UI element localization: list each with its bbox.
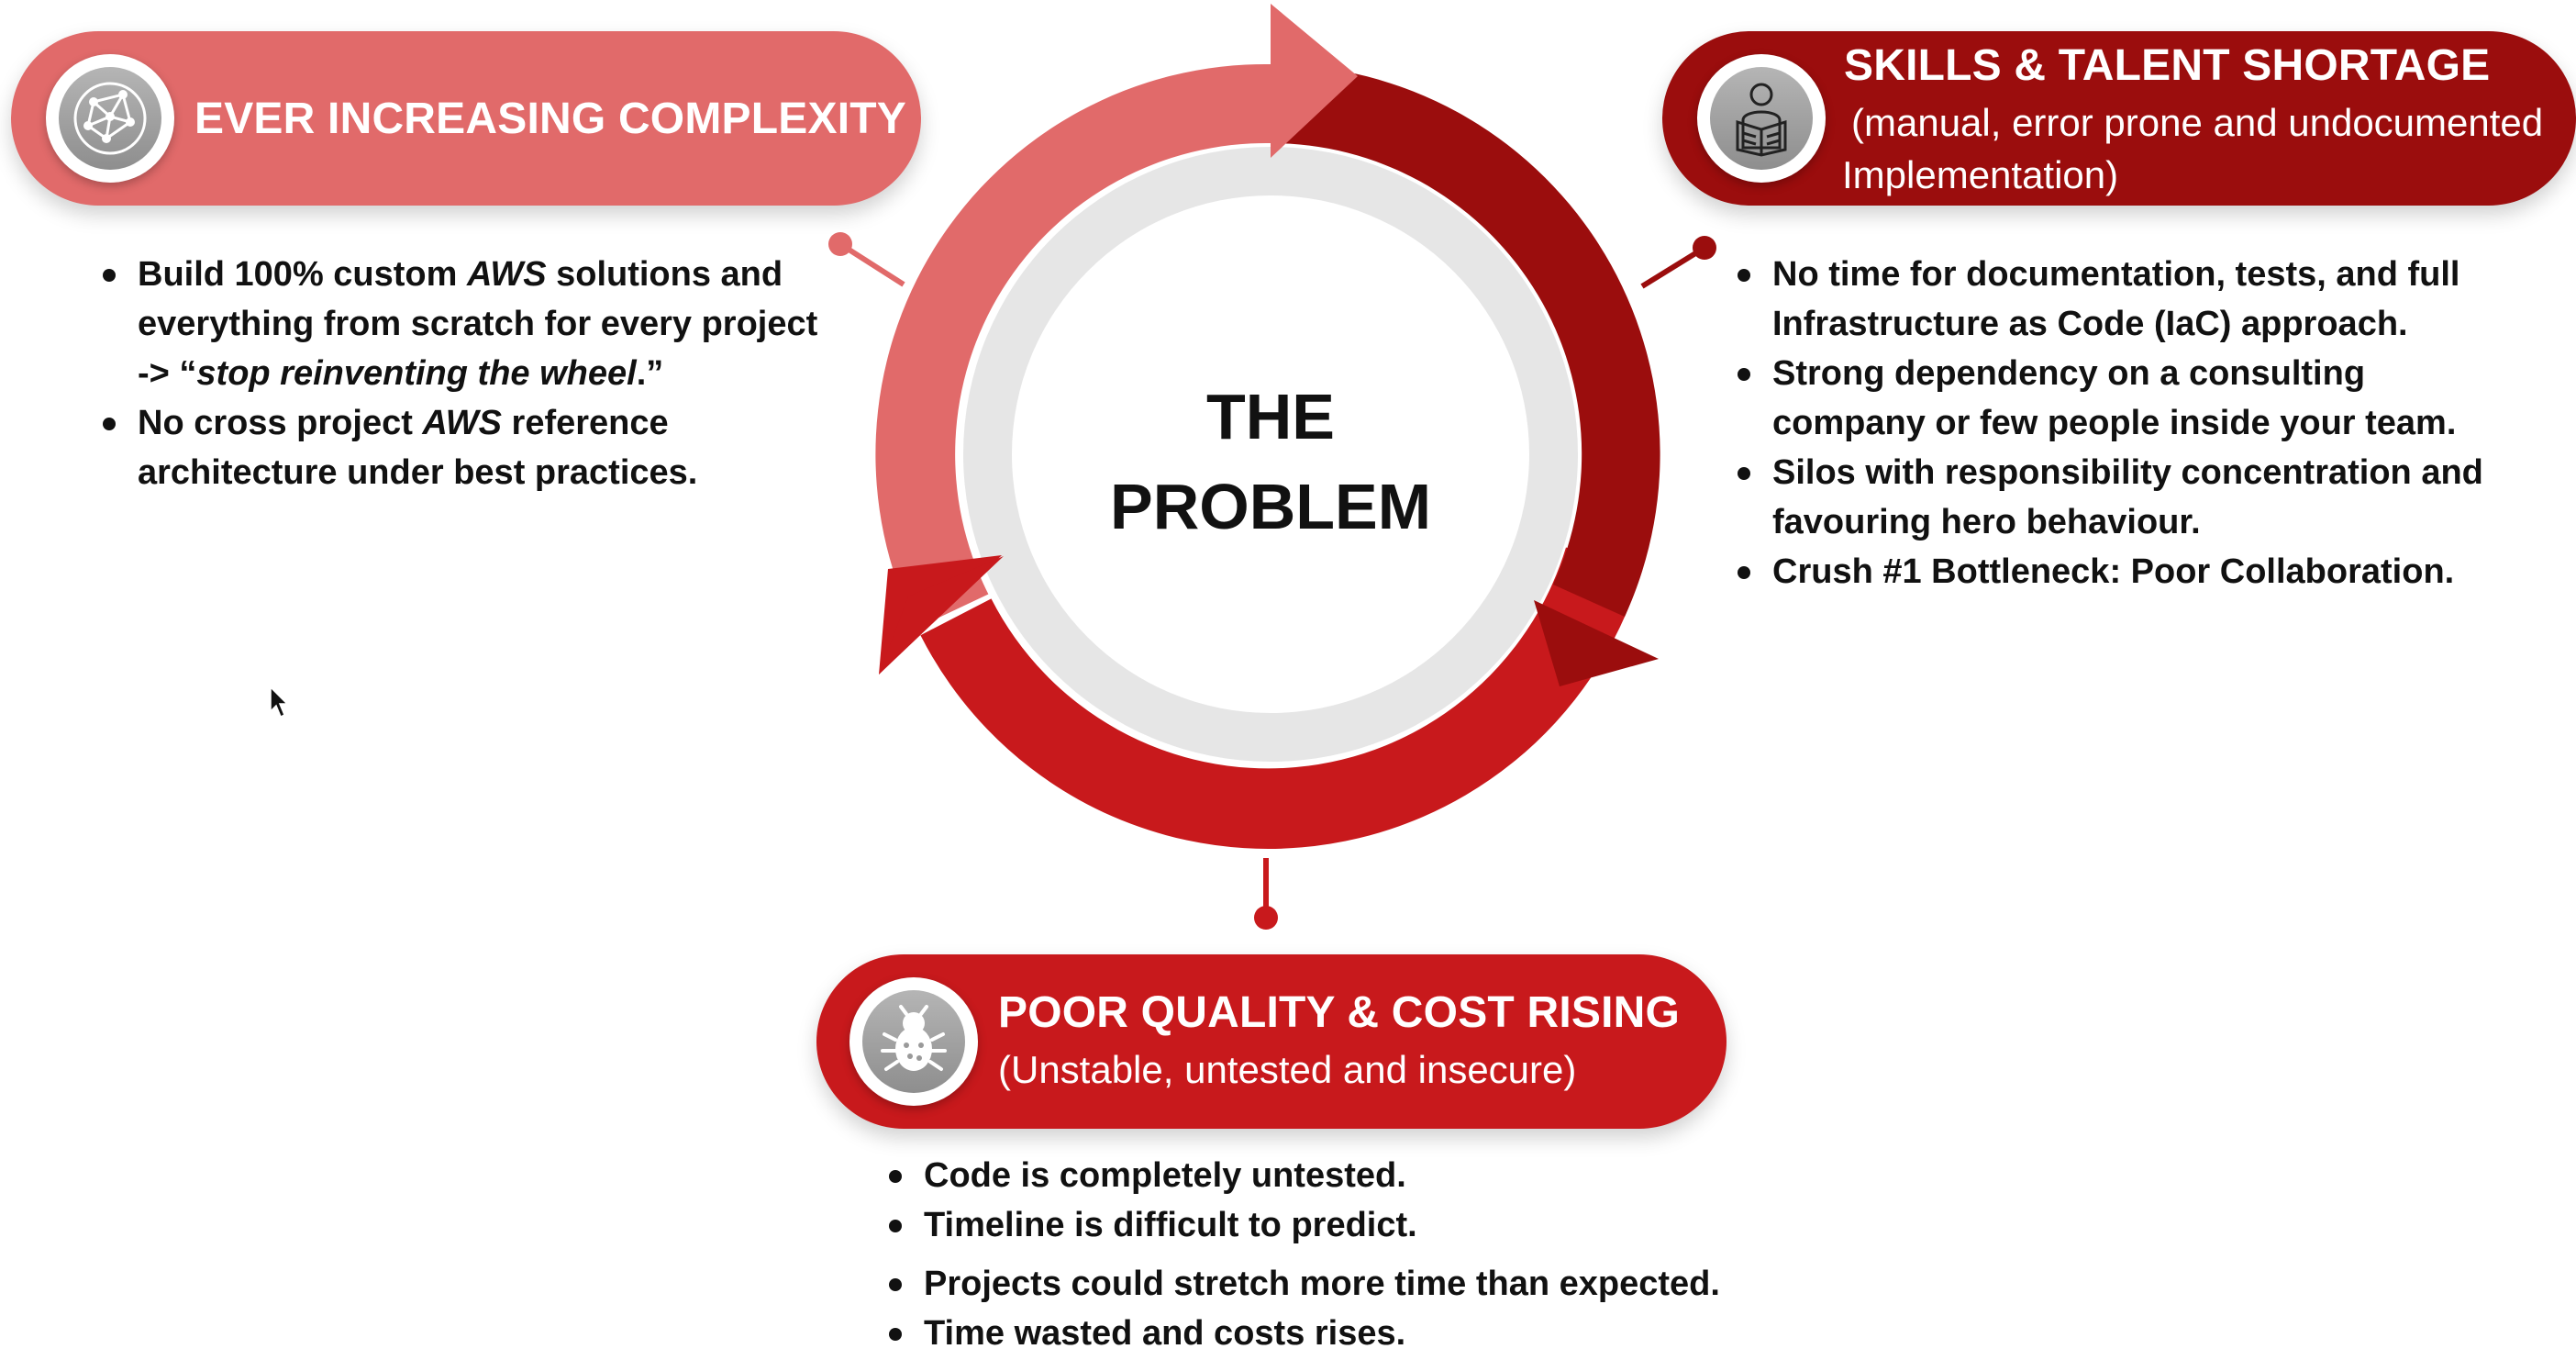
complexity-bullets: Build 100% custom AWS solutions and ever… [99, 250, 817, 497]
skills-subtitle-line1: (manual, error prone and undocumented [1851, 101, 2544, 144]
skills-pill: SKILLS & TALENT SHORTAGE (manual, error … [1662, 31, 2576, 206]
arc-right [1271, 64, 1660, 617]
quality-bullets: Code is completely untested. Timeline is… [885, 1151, 1720, 1358]
center-title-line1: THE [1206, 381, 1335, 452]
center-title-line2: PROBLEM [1110, 471, 1431, 542]
list-item: No time for documentation, tests, and fu… [1734, 250, 2483, 349]
quality-subtitle: (Unstable, untested and insecure) [998, 1048, 1577, 1091]
quality-pill: POOR QUALITY & COST RISING (Unstable, un… [816, 954, 1727, 1129]
skills-bullets: No time for documentation, tests, and fu… [1734, 250, 2483, 596]
arrowhead-left-2 [879, 556, 1004, 674]
connector-right [1640, 236, 1716, 289]
skills-title: SKILLS & TALENT SHORTAGE [1844, 41, 2491, 90]
list-item: Projects could stretch more time than ex… [885, 1259, 1720, 1309]
list-item: Crush #1 Bottleneck: Poor Collaboration. [1734, 547, 2483, 596]
arc-bottom [920, 547, 1641, 849]
connector-bottom [1254, 858, 1278, 930]
arrowhead-right [1534, 600, 1659, 686]
center-disc [1012, 195, 1529, 713]
complexity-icon-badge [46, 54, 174, 183]
network-icon [73, 82, 147, 155]
arc-left [875, 63, 1271, 629]
arrowhead-top [1271, 4, 1358, 158]
bug-icon [881, 1005, 947, 1071]
quality-icon-badge [849, 977, 978, 1106]
mouse-cursor-icon [270, 686, 289, 719]
list-item: Silos with responsibility concentration … [1734, 448, 2483, 547]
list-item: Code is completely untested. [885, 1151, 1720, 1200]
complexity-pill: EVER INCREASING COMPLEXITY [11, 31, 921, 206]
connector-left [828, 232, 905, 287]
person-reading-icon [1736, 83, 1787, 157]
complexity-title: EVER INCREASING COMPLEXITY [194, 95, 906, 143]
skills-subtitle-line2: Implementation) [1842, 153, 2119, 196]
skills-icon-badge [1697, 54, 1826, 183]
list-item: Time wasted and costs rises. [885, 1309, 1720, 1358]
list-item: No cross project AWS reference architect… [99, 398, 817, 497]
list-item: Strong dependency on a consulting company… [1734, 349, 2483, 448]
center-title: THE PROBLEM [1087, 372, 1454, 552]
quality-title: POOR QUALITY & COST RISING [998, 988, 1681, 1037]
list-item: Timeline is difficult to predict. [885, 1200, 1720, 1250]
list-item: Build 100% custom AWS solutions and ever… [99, 250, 817, 398]
